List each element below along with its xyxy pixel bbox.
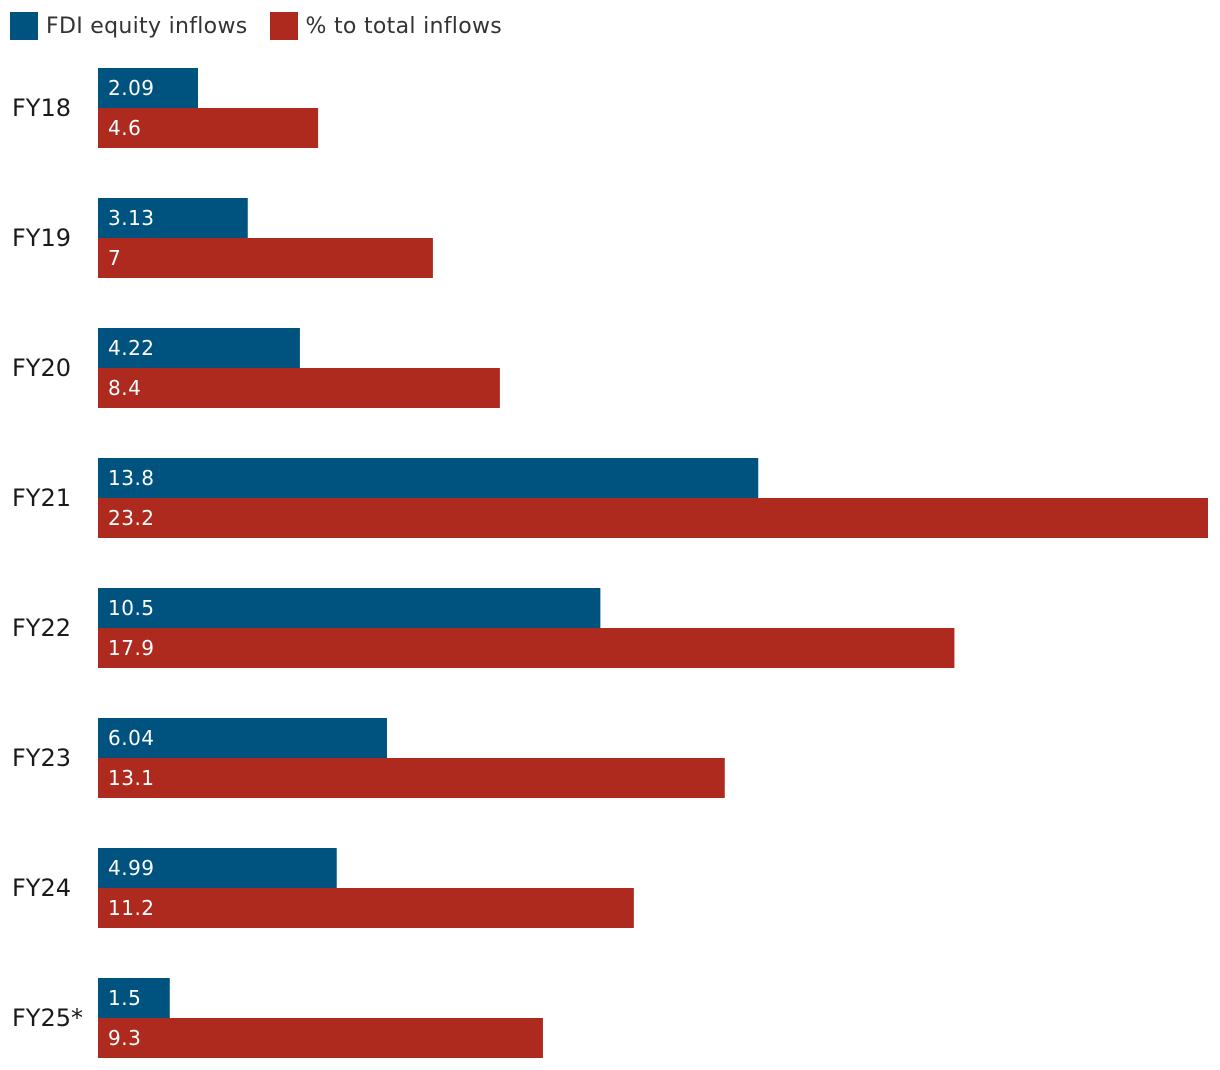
chart-legend: FDI equity inflows % to total inflows bbox=[10, 10, 524, 42]
legend-item-fdi-equity-inflows: FDI equity inflows bbox=[10, 12, 248, 40]
bar-percent-total-inflows bbox=[98, 108, 319, 148]
bar-percent-total-inflows bbox=[98, 498, 1208, 538]
data-label: 8.4 bbox=[108, 376, 141, 400]
category-label: FY25* bbox=[12, 1004, 83, 1032]
bar-percent-total-inflows bbox=[98, 1018, 543, 1058]
legend-label-fdi: FDI equity inflows bbox=[46, 13, 248, 39]
bar-fdi-equity-inflows bbox=[98, 978, 170, 1018]
legend-swatch-percent bbox=[269, 12, 298, 40]
bar-percent-total-inflows bbox=[98, 238, 433, 278]
bar-fdi-equity-inflows bbox=[98, 328, 300, 368]
data-label: 2.09 bbox=[108, 76, 155, 100]
bar-fdi-equity-inflows bbox=[98, 718, 387, 758]
data-label: 4.99 bbox=[108, 856, 155, 880]
data-label: 13.1 bbox=[108, 766, 155, 790]
bar-fdi-equity-inflows bbox=[98, 588, 601, 628]
data-label: 13.8 bbox=[108, 466, 155, 490]
bar-fdi-equity-inflows bbox=[98, 198, 248, 238]
bar-percent-total-inflows bbox=[98, 888, 634, 928]
legend-label-percent: % to total inflows bbox=[305, 13, 503, 39]
data-label: 4.22 bbox=[108, 336, 155, 360]
data-label: 3.13 bbox=[108, 206, 155, 230]
bar-fdi-equity-inflows bbox=[98, 68, 198, 108]
legend-swatch-fdi bbox=[10, 12, 38, 40]
category-label: FY24 bbox=[12, 874, 71, 902]
bar-percent-total-inflows bbox=[98, 628, 955, 668]
bar-fdi-equity-inflows bbox=[98, 848, 337, 888]
data-label: 9.3 bbox=[108, 1026, 141, 1050]
data-label: 11.2 bbox=[108, 896, 155, 920]
category-label: FY19 bbox=[12, 224, 71, 252]
bar-fdi-equity-inflows bbox=[98, 458, 759, 498]
category-label: FY20 bbox=[12, 354, 71, 382]
data-label: 6.04 bbox=[108, 726, 155, 750]
data-label: 4.6 bbox=[108, 116, 141, 140]
category-label: FY23 bbox=[12, 744, 71, 772]
category-label: FY18 bbox=[12, 94, 71, 122]
category-label: FY21 bbox=[12, 484, 71, 512]
data-label: 1.5 bbox=[108, 986, 141, 1010]
data-label: 17.9 bbox=[108, 636, 155, 660]
bar-percent-total-inflows bbox=[98, 758, 725, 798]
bar-percent-total-inflows bbox=[98, 368, 500, 408]
legend-item-percent-total-inflows: % to total inflows bbox=[269, 12, 503, 40]
data-label: 7 bbox=[108, 246, 121, 270]
data-label: 23.2 bbox=[108, 506, 155, 530]
category-label: FY22 bbox=[12, 614, 71, 642]
data-label: 10.5 bbox=[108, 596, 155, 620]
